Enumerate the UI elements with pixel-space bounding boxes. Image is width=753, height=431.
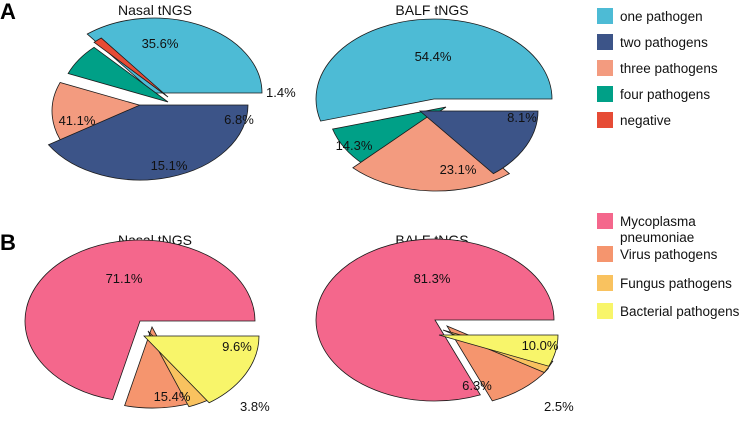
panel-letter-a: A — [0, 0, 16, 24]
data-label-four-pathogens: 6.8% — [224, 112, 254, 127]
data-label-four-pathogens: 8.1% — [507, 110, 537, 125]
legend-label: Bacterial pathogens — [620, 304, 740, 319]
legend-label: negative — [620, 113, 671, 128]
pie-slice-top — [315, 18, 553, 122]
data-label-mycoplasma-pneumoniae: 81.3% — [414, 271, 451, 286]
pie-slice-bacterial-pathogens — [143, 335, 260, 404]
legend-label: two pathogens — [620, 35, 708, 50]
data-label-bacterial-pathogens: 6.3% — [462, 378, 492, 393]
panel-b: B Nasal tNGS 71.1%9.6%3.8%15.4% BALF tNG… — [0, 213, 740, 414]
pie-slice-two-pathogens — [47, 104, 249, 181]
legend-swatch — [597, 112, 613, 128]
data-label-three-pathogens: 23.1% — [440, 162, 477, 177]
pie-slice-one-pathogen — [315, 18, 553, 122]
pie-slice-top — [86, 17, 263, 94]
legend-item-three-pathogens: three pathogens — [597, 60, 718, 76]
data-label-virus-pathogens: 10.0% — [522, 338, 559, 353]
legend-item-mycoplasma: Mycoplasma pneumoniae — [597, 213, 700, 245]
legend-swatch — [597, 246, 613, 262]
data-label-fungus-pathogens: 3.8% — [240, 399, 270, 414]
pie-slice-top — [418, 110, 539, 175]
legend-item-one-pathogen: one pathogen — [597, 8, 703, 24]
legend-swatch — [597, 8, 613, 24]
pie-chart-b-nasal: Nasal tNGS 71.1%9.6%3.8%15.4% — [24, 232, 270, 414]
legend-swatch — [597, 60, 613, 76]
legend-item-fungus: Fungus pathogens — [597, 275, 732, 291]
data-label-bacterial-pathogens: 15.4% — [154, 389, 191, 404]
panel-letter-b: B — [0, 230, 16, 255]
legend-item-bacterial: Bacterial pathogens — [597, 303, 740, 319]
legend-label: three pathogens — [620, 61, 718, 76]
legend-item-two-pathogens: two pathogens — [597, 34, 708, 50]
legend-a: one pathogen two pathogens three pathoge… — [597, 8, 718, 128]
data-label-two-pathogens: 14.3% — [336, 138, 373, 153]
data-label-mycoplasma-pneumoniae: 71.1% — [106, 271, 143, 286]
pie-slice-four-pathogens — [67, 46, 169, 103]
pie-slice-top — [47, 104, 249, 181]
legend-label: Virus pathogens — [620, 247, 718, 262]
legend-swatch — [597, 86, 613, 102]
pie-slice-mycoplasma-pneumoniae — [24, 239, 256, 401]
pie-slice-top — [438, 334, 559, 367]
data-label-negative: 1.4% — [266, 85, 296, 100]
pie-slice-top — [315, 238, 555, 402]
data-label-two-pathogens: 41.1% — [59, 113, 96, 128]
pie-slice-mycoplasma-pneumoniae — [315, 238, 555, 402]
legend-item-virus: Virus pathogens — [597, 246, 718, 262]
legend-label: four pathogens — [620, 87, 710, 102]
data-label-virus-pathogens: 9.6% — [222, 339, 252, 354]
legend-swatch — [597, 275, 613, 291]
pie-slice-top — [24, 239, 256, 401]
chart-title: BALF tNGS — [395, 2, 468, 18]
legend-label: Mycoplasma pneumoniae — [620, 214, 700, 245]
pie-slice-top — [143, 335, 260, 404]
data-label-one-pathogen: 35.6% — [142, 36, 179, 51]
legend-label-line: Mycoplasma — [620, 214, 696, 229]
chart-title: Nasal tNGS — [118, 2, 192, 18]
pie-slice-one-pathogen — [86, 17, 263, 94]
legend-b: Mycoplasma pneumoniae Virus pathogens Fu… — [597, 213, 740, 319]
pie-slice-top — [352, 110, 511, 192]
legend-label: Fungus pathogens — [620, 276, 732, 291]
pie-slice-three-pathogens — [352, 110, 511, 192]
data-label-three-pathogens: 15.1% — [151, 158, 188, 173]
data-label-one-pathogen: 54.4% — [415, 49, 452, 64]
data-label-fungus-pathogens: 2.5% — [544, 399, 574, 414]
legend-label: one pathogen — [620, 9, 703, 24]
pie-slice-top — [93, 37, 169, 98]
pie-slice-negative — [93, 37, 169, 98]
pie-chart-b-balf: BALF tNGS 81.3%10.0%2.5%6.3% — [315, 232, 574, 414]
legend-swatch — [597, 213, 613, 229]
pie-slice-top — [67, 46, 169, 103]
legend-item-four-pathogens: four pathogens — [597, 86, 710, 102]
pie-slice-two-pathogens — [418, 110, 539, 175]
pie-chart-a-balf: BALF tNGS 54.4% 8.1% 23.1% 14.3% — [315, 2, 553, 192]
legend-swatch — [597, 303, 613, 319]
pie-chart-a-nasal: Nasal tNGS 35.6% 1.4% 6.8% 15.1% 41.1% — [47, 2, 296, 181]
pie-slice-bacterial-pathogens — [438, 334, 559, 367]
legend-item-negative: negative — [597, 112, 671, 128]
legend-label-line: pneumoniae — [620, 230, 694, 245]
legend-swatch — [597, 34, 613, 50]
panel-a: A Nasal tNGS 35.6% 1.4% 6.8% 15.1% 41.1% BAL… — [0, 0, 718, 192]
